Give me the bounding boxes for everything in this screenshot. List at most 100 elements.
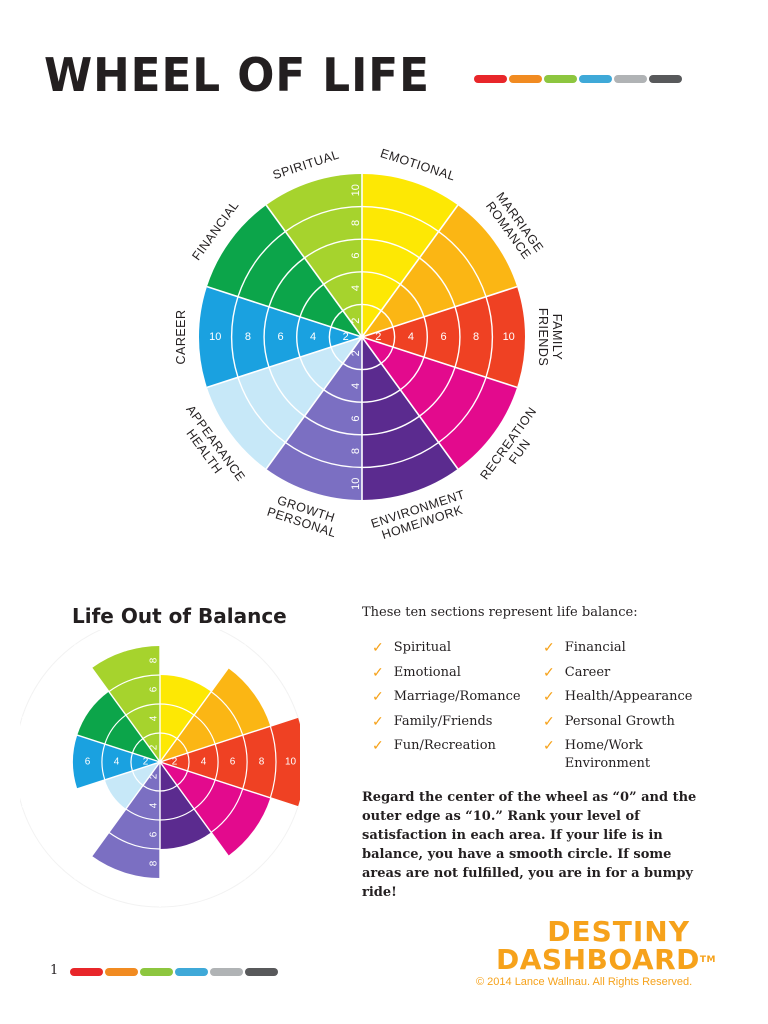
scale-number: 4 [114, 757, 120, 768]
ring-line [485, 296, 494, 378]
ring-line [361, 389, 401, 403]
scale-number: 10 [209, 331, 221, 343]
wheel-sector [206, 205, 362, 337]
balance-sector [160, 668, 271, 762]
scale-number: 8 [149, 860, 160, 866]
list-item: ✓ Home/Work Environment [543, 734, 713, 773]
wheel-sector [206, 337, 362, 469]
checkmark-icon: ✓ [372, 738, 384, 754]
ring-line [237, 377, 286, 444]
balance-sector [160, 762, 271, 856]
page-title: WHEEL OF LIFE [44, 48, 430, 102]
rule-segment [210, 968, 243, 976]
scale-number: 4 [310, 331, 316, 343]
checkmark-icon: ✓ [372, 664, 384, 681]
ring-line [399, 283, 425, 318]
checkmark-icon: ✓ [372, 689, 384, 705]
spoke-line [159, 716, 299, 763]
checkmark-icon: ✓ [543, 689, 555, 705]
rule-segment [509, 75, 542, 83]
checkmark-icon: ✓ [372, 713, 384, 730]
ring-line [296, 316, 301, 358]
scale-number: 6 [230, 757, 236, 768]
list-item: ✓ Family/Friends [372, 710, 542, 735]
ring-line [361, 271, 401, 285]
spoke-line [159, 761, 299, 808]
checkmark-icon: ✓ [543, 640, 555, 656]
ring-line [263, 306, 270, 368]
scale-number: 8 [350, 220, 362, 226]
ring-line [125, 808, 161, 821]
ring-line [323, 389, 363, 403]
scale-number: 10 [350, 184, 362, 196]
wheel-sector [362, 174, 458, 337]
spoke-line [74, 761, 161, 880]
spoke-line [159, 644, 246, 763]
scale-number: 4 [350, 285, 362, 291]
scale-number: 6 [440, 331, 446, 343]
ring-line [361, 238, 420, 259]
area-list-left: ✓ Spiritual ✓ Emotional ✓ Marriage/Romance … [372, 636, 542, 759]
ring-line [230, 296, 239, 378]
scale-number: 8 [473, 331, 479, 343]
rule-segment [579, 75, 612, 83]
ring-line [210, 691, 244, 736]
intro-text: These ten sections represent life balanc… [362, 605, 638, 620]
rule-segment [245, 968, 278, 976]
list-item: ✓ Marriage/Romance [372, 685, 542, 710]
spoke-line [361, 204, 459, 338]
ring-line [104, 714, 127, 745]
ring-line [419, 367, 456, 417]
balance-subtitle: Life Out of Balance [72, 604, 287, 628]
wheel-sector [266, 337, 362, 500]
wheel-sector [266, 174, 362, 337]
rule-segment [614, 75, 647, 83]
balance-sector [104, 762, 160, 809]
list-item-line: Environment [564, 756, 651, 771]
ring-line [299, 356, 325, 391]
ring-line [193, 779, 216, 810]
rule-segment [175, 968, 208, 976]
scale-number: 2 [350, 350, 362, 356]
ring-line [361, 205, 440, 233]
checkmark-icon: ✓ [543, 713, 555, 730]
logo-line-1: DESTINY [547, 915, 690, 948]
rule-segment [105, 968, 138, 976]
scale-number: 4 [149, 715, 160, 721]
scale-number: 6 [350, 252, 362, 258]
ring-line [419, 257, 456, 307]
category-label: CAREER [174, 309, 188, 364]
balance-sector [73, 735, 160, 789]
wheel-sector [362, 205, 518, 337]
logo-line-2: DASHBOARD [496, 943, 700, 976]
area-list-right: ✓ Financial ✓ Career ✓ Health/Appearance ✓ P… [543, 636, 713, 773]
destiny-dashboard-logo: DESTINY DASHBOARDTM [486, 918, 716, 974]
checkmark-icon: ✓ [372, 640, 384, 656]
category-label: SPIRITUAL [271, 148, 341, 183]
ring-line [214, 743, 219, 781]
scale-number: 10 [503, 331, 515, 343]
spoke-line [206, 285, 363, 338]
ring-line [304, 238, 363, 259]
list-item: ✓ Health/Appearance [543, 685, 713, 710]
scale-number: 2 [350, 318, 362, 324]
spoke-line [74, 644, 161, 763]
rule-segment [649, 75, 682, 83]
spoke-line [265, 336, 363, 470]
wheel-sector [362, 337, 458, 500]
page-number: 1 [50, 963, 59, 978]
scale-number: 2 [375, 331, 381, 343]
rule-segment [474, 75, 507, 83]
wheel-sector [362, 337, 518, 469]
scale-number: 4 [408, 331, 414, 343]
scale-number: 8 [350, 448, 362, 454]
scale-number: 2 [143, 757, 149, 768]
scale-number: 2 [149, 773, 160, 779]
rule-segment [140, 968, 173, 976]
scale-number: 6 [85, 757, 91, 768]
ring-line [159, 703, 195, 716]
ring-line [299, 283, 325, 318]
scale-number: 4 [350, 383, 362, 389]
scale-number: 8 [149, 657, 160, 663]
